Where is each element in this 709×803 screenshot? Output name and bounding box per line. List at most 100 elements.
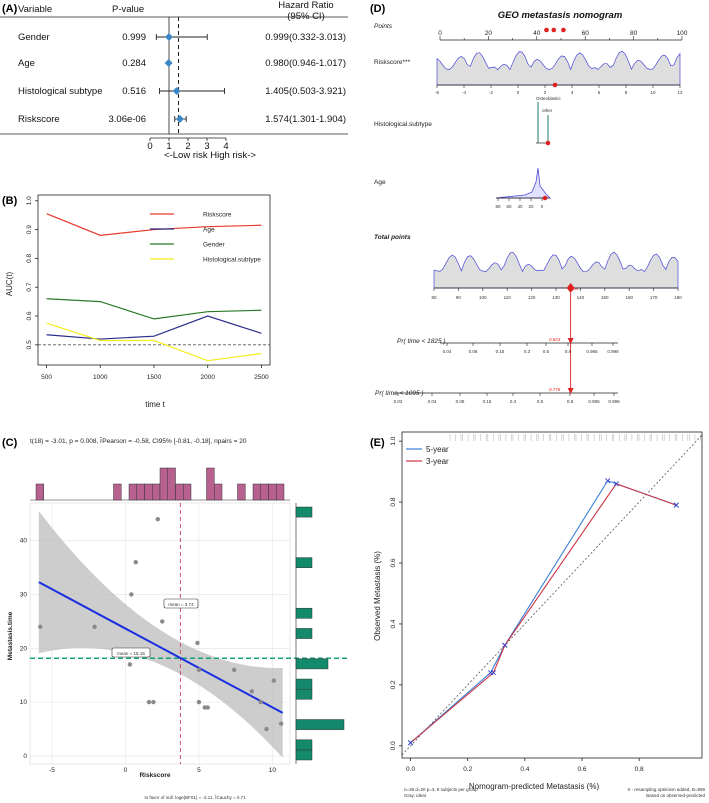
nomo-points-marker [561,27,566,33]
nomo-pr1095-tick-label: 0.965 [588,399,600,404]
calibration-legend: 5-year 3-year [406,445,449,466]
auc-x-tick-label: 1000 [93,374,108,381]
nomo-riskscore-tick-label: -6 [435,90,439,95]
corr-data-point [196,667,202,673]
nomo-pr1825-tick-label: 0.965 [586,349,598,354]
corr-marks: -5 0 5 10 0 10 20 30 40 mean = 3.74 mean = 18.15 [20,467,350,774]
corr-data-point [205,705,210,710]
nomo-total-tick-label: 160 [625,295,633,300]
corr-top-hist-bar [152,483,161,501]
nomo-total-density [433,251,679,289]
corr-right-hist-bar [295,607,313,619]
auc-series-line-age [46,315,262,340]
nomo-riskscore-density [436,50,681,86]
auc-y-tick-label: 0.7 [26,282,33,291]
nomo-riskscore-tick-label: 0 [517,90,520,95]
nomo-riskscore-tick-label: 8 [625,90,628,95]
corr-confidence-band [38,510,283,758]
forest-x-label: <-Low risk High risk-> [164,150,256,161]
forest-tick-label: 4 [223,141,228,152]
nomo-total-tick-label: 170 [650,295,658,300]
forest-hr-text: 0.980(0.946-1.017) [265,58,346,69]
nomo-age-marker [542,195,548,201]
calib-x-tick-label: 0.4 [520,766,529,773]
forest-header-ci: (95% CI) [287,11,324,22]
nomogram-pr1825-value: 0.823 [549,337,561,342]
forest-pvalue: 0.999 [122,32,146,43]
corr-right-hist-bar [295,688,313,700]
forest-x-axis: 0 1 2 3 4 [147,137,229,152]
corr-data-point [160,619,165,624]
nomo-age-tick-label: 20 [528,204,534,209]
corr-data-point [271,678,277,683]
corr-data-point [92,624,97,629]
forest-tick-label: 1 [166,141,171,152]
calib-x-label: Nomogram-predicted Metastasis (%) [469,782,600,791]
nomogram-hist-level-other: other [542,108,553,113]
auc-x-label: time t [145,400,165,409]
corr-right-hist-bar [295,749,313,761]
nomogram-age-label: Age [374,179,386,186]
nomo-riskscore-tick-label: -4 [462,90,466,95]
nomogram-hist-level-osteoblastic: Osteoblastic [536,96,562,101]
corr-top-hist-bar [113,483,122,501]
corr-right-hist-bar [295,658,329,670]
calib-x-tick-label: 0.2 [463,766,472,773]
corr-right-hist-bar [295,557,313,568]
forest-header-hr: Hazard Ratio [278,0,333,11]
calib-point-marker [673,502,679,508]
forest-point-marker [172,87,181,95]
nomo-pr1095-tick-label: 0.04 [428,399,437,404]
calib-x-tick-label: 0.8 [635,766,644,773]
nomo-total-tick-label: 180 [674,295,682,300]
forest-pvalue: 0.284 [122,58,146,69]
nomogram-pr1095-label: Pr( time < 1095 ) [375,390,424,397]
nomo-pr1825-tick-label: 0.04 [443,349,452,354]
panel-label-c: (C) [2,437,18,449]
nomo-points-tick-label: 60 [582,30,590,37]
auc-y-tick-label: 0.8 [26,253,33,262]
corr-data-point [278,721,284,726]
corr-right-hist-bar [295,506,313,518]
calib-footer-left-1: n=38 d=20 p=3, 8 subjects per group [404,787,478,792]
auc-x-tick-label: 500 [41,374,52,381]
corr-top-hist-bar [206,467,215,501]
nomo-age-density [495,167,551,199]
forest-pvalue: 3.06e-06 [108,114,146,125]
nomo-points-marker [544,27,549,33]
corr-y-tick-label: 0 [23,753,27,760]
nomo-pr1095-tick-label: 0.02 [394,399,403,404]
nomo-pr1095-marker [567,388,574,394]
corr-top-hist-bar [144,483,153,501]
calib-legend-label: 5-year [426,445,449,454]
corr-x-label: Riskscore [139,772,170,779]
corr-data-point [196,699,202,705]
forest-hr-text: 1.574(1.301-1.904) [265,114,346,125]
corr-x-tick-label: 5 [197,767,201,774]
corr-data-point [155,516,160,522]
nomo-pr1825-marker [567,338,574,344]
calib-y-tick-label: 0.2 [390,680,397,689]
corr-x-tick-label: -5 [49,767,55,774]
forest-plot: (A) Variable P-value Hazard Ratio (95% C… [0,0,348,161]
forest-tick-label: 2 [185,141,190,152]
panel-label-b: (B) [2,195,18,207]
nomo-total-tick-label: 80 [431,295,437,300]
auc-chart: (B) 0.5 0.6 0.7 0.8 0.9 1.0 500 1000 1500 2000 250… [2,194,271,409]
forest-rows: Gender 0.999 0.999(0.332-3.013) Age 0.284 0.9… [18,17,346,134]
calib-y-tick-label: 0.6 [390,558,397,567]
nomo-pr1825-tick-label: 0.8 [565,349,572,354]
corr-data-point [133,559,138,565]
corr-top-hist-bar [128,483,137,501]
auc-y-tick-label: 0.5 [26,340,33,349]
corr-top-hist-bar [237,483,246,501]
auc-y-tick-label: 0.9 [26,225,33,234]
nomo-points-tick-label: 20 [485,30,493,37]
corr-mean-x-label: mean = 3.74 [168,602,194,607]
calib-legend-label: 3-year [426,457,449,466]
forest-point-marker [164,33,173,41]
corr-top-hist-bar [214,483,223,501]
corr-x-tick-label: 10 [269,767,277,774]
calib-x-tick-label: 0.0 [406,766,415,773]
